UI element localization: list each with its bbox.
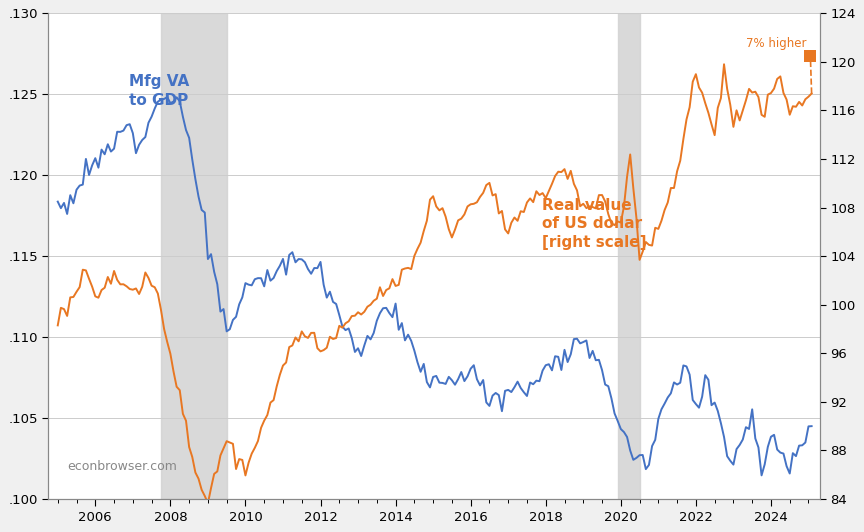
- Bar: [161, 13, 226, 499]
- Bar: [618, 13, 639, 499]
- Text: econbrowser.com: econbrowser.com: [67, 460, 177, 473]
- Text: 7% higher: 7% higher: [746, 37, 807, 50]
- Text: Real value
of US dollar
[right scale]: Real value of US dollar [right scale]: [542, 198, 646, 250]
- Text: Mfg VA
to GDP: Mfg VA to GDP: [130, 74, 189, 107]
